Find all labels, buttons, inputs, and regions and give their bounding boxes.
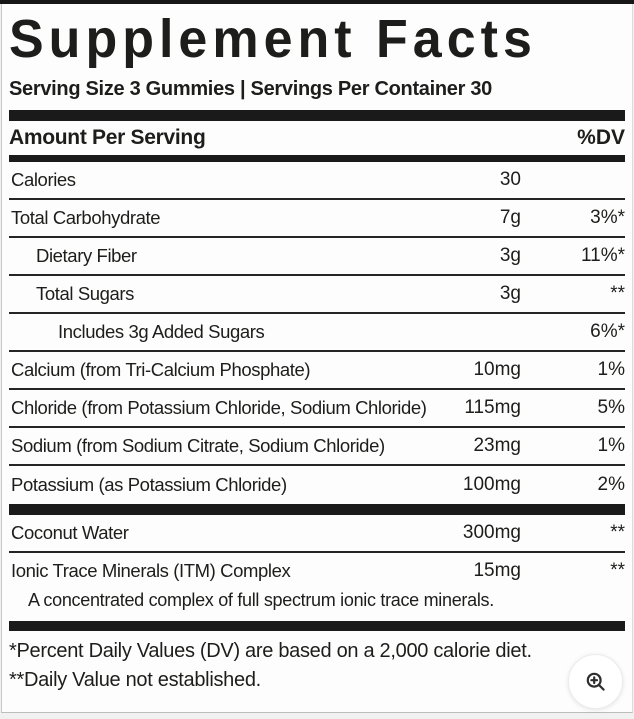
- nutrient-dv: 2%: [597, 474, 625, 495]
- footnote-dv-basis: *Percent Daily Values (DV) are based on …: [9, 640, 532, 662]
- nutrient-name: Dietary Fiber: [36, 245, 137, 266]
- nutrient-row-total-carbohydrate: Total Carbohydrate 7g 3%*: [9, 200, 625, 238]
- zoom-in-icon: [584, 670, 608, 694]
- nutrient-row-total-sugars: Total Sugars 3g **: [9, 276, 625, 314]
- nutrient-dv: 1%: [597, 359, 625, 380]
- nutrient-row-sodium: Sodium (from Sodium Citrate, Sodium Chlo…: [9, 428, 625, 466]
- nutrient-row-dietary-fiber: Dietary Fiber 3g 11%*: [9, 238, 625, 276]
- nutrient-row-potassium: Potassium (as Potassium Chloride) 100mg …: [9, 466, 625, 504]
- nutrient-name: Potassium (as Potassium Chloride): [11, 474, 287, 495]
- footnotes: *Percent Daily Values (DV) are based on …: [9, 637, 625, 695]
- nutrient-amount: 23mg: [473, 435, 521, 456]
- nutrient-dv: 6%*: [590, 321, 625, 342]
- nutrient-amount: 115mg: [464, 397, 521, 418]
- nutrient-amount: 7g: [499, 207, 521, 228]
- amount-per-serving-label: Amount Per Serving: [9, 126, 206, 149]
- footnote-dv-not-established: **Daily Value not established.: [9, 669, 261, 691]
- supplement-facts-panel: Supplement Facts Serving Size 3 Gummies …: [1, 4, 633, 713]
- nutrient-name: Total Carbohydrate: [11, 207, 161, 228]
- nutrient-amount: 15mg: [473, 559, 521, 581]
- nutrient-name: Includes 3g Added Sugars: [58, 321, 265, 342]
- nutrient-name: Calories: [11, 169, 76, 190]
- nutrient-row-coconut-water: Coconut Water 300mg **: [9, 515, 625, 553]
- nutrient-row-added-sugars: Includes 3g Added Sugars 6%*: [9, 314, 625, 352]
- nutrient-row-chloride: Chloride (from Potassium Chloride, Sodiu…: [9, 390, 625, 428]
- nutrient-name: Total Sugars: [36, 283, 135, 304]
- divider-medium: [9, 155, 625, 162]
- nutrient-dv: 5%: [597, 397, 625, 418]
- nutrient-amount: 10mg: [473, 359, 521, 380]
- viewer-top-edge: [0, 0, 634, 4]
- divider-thick-top: [9, 110, 625, 121]
- divider-thick-middle: [9, 504, 625, 515]
- nutrient-row-calories: Calories 30: [9, 162, 625, 200]
- nutrient-dv: **: [610, 522, 625, 543]
- column-header-row: Amount Per Serving %DV: [9, 121, 625, 155]
- panel-title: Supplement Facts: [9, 9, 537, 70]
- nutrient-dv: 11%*: [580, 245, 625, 266]
- nutrient-name: Sodium (from Sodium Citrate, Sodium Chlo…: [11, 435, 385, 456]
- nutrient-row-calcium: Calcium (from Tri-Calcium Phosphate) 10m…: [9, 352, 625, 390]
- itm-complex-description: A concentrated complex of full spectrum …: [28, 590, 494, 610]
- nutrient-amount: 300mg: [462, 522, 521, 543]
- nutrient-name: Chloride (from Potassium Chloride, Sodiu…: [11, 397, 427, 418]
- divider-thick-bottom: [9, 621, 625, 631]
- nutrient-dv: 3%*: [590, 207, 625, 228]
- nutrient-dv: **: [610, 559, 625, 581]
- nutrient-amount: 3g: [499, 283, 521, 304]
- zoom-in-button[interactable]: [568, 654, 623, 709]
- serving-info: Serving Size 3 Gummies | Servings Per Co…: [9, 78, 493, 100]
- nutrient-dv: **: [610, 283, 625, 304]
- nutrient-amount: 3g: [499, 245, 521, 266]
- nutrient-name: Calcium (from Tri-Calcium Phosphate): [11, 359, 311, 380]
- nutrient-row-itm-complex: Ionic Trace Minerals (ITM) Complex 15mg …: [9, 553, 625, 588]
- nutrient-name: Coconut Water: [11, 522, 129, 543]
- nutrient-amount: 100mg: [462, 474, 521, 495]
- nutrient-dv: 1%: [597, 435, 625, 456]
- dv-column-label: %DV: [577, 126, 625, 149]
- nutrient-amount: 30: [499, 169, 521, 190]
- nutrient-name: Ionic Trace Minerals (ITM) Complex: [11, 559, 291, 581]
